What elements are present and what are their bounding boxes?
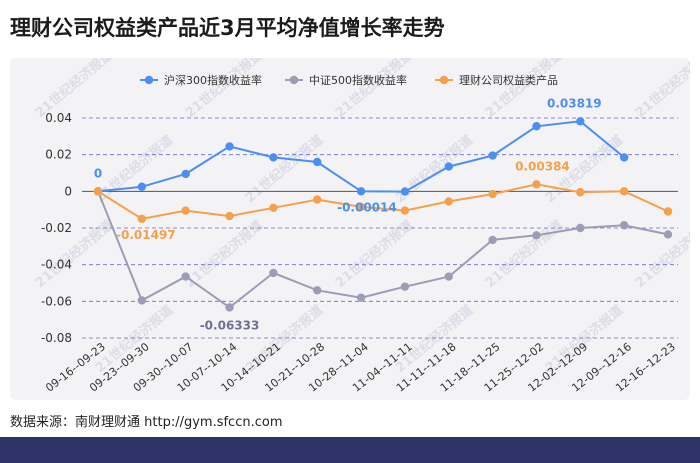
chart-panel: 21世纪经济报道 21世纪经济报道 21世纪经济报道 21世纪经济报道 21世纪经济报道… <box>10 58 690 400</box>
y-tick-label: -0.08 <box>41 331 72 345</box>
y-tick-label: 0.04 <box>45 111 72 125</box>
y-tick-label: -0.02 <box>41 221 72 235</box>
data-point <box>444 272 453 281</box>
data-label: 0.00384 <box>515 159 570 173</box>
data-label: -0.01497 <box>116 228 176 242</box>
data-point <box>356 202 366 212</box>
data-point <box>181 169 190 179</box>
data-label: 0 <box>94 166 102 180</box>
data-point <box>269 153 278 162</box>
data-point <box>532 231 541 240</box>
data-point <box>532 122 541 131</box>
source-note: 数据来源：南财理财通 http://gym.sfccn.com <box>10 415 283 430</box>
footer-bar <box>0 437 700 463</box>
legend-label: 理财公司权益类产品 <box>459 73 558 87</box>
watermark-text: 21世纪经济报道 <box>482 58 566 121</box>
data-point <box>488 189 497 199</box>
data-point <box>444 197 453 206</box>
data-point <box>137 214 147 223</box>
data-point <box>225 303 234 312</box>
y-tick-label: 0 <box>64 184 72 198</box>
series-points <box>93 117 673 312</box>
legend: 沪深300指数收益率 中证500指数收益率 理财公司权益类产品 <box>140 73 558 87</box>
data-point <box>356 293 366 302</box>
series-line-0 <box>97 120 625 193</box>
data-label: -0.06333 <box>200 318 260 332</box>
data-point <box>576 188 585 197</box>
data-point <box>663 230 673 239</box>
x-axis: 09-16--09-2309-23--09-3009-30--10-0710-0… <box>43 340 678 394</box>
data-point <box>619 153 629 162</box>
data-point <box>400 206 410 215</box>
data-point <box>225 142 234 151</box>
data-point <box>93 187 103 196</box>
series-line-1 <box>97 190 669 309</box>
data-point <box>137 182 147 191</box>
legend-label: 中证500指数收益率 <box>309 73 407 87</box>
data-point <box>532 180 541 189</box>
line-chart: 21世纪经济报道 21世纪经济报道 21世纪经济报道 21世纪经济报道 21世纪经济报道… <box>32 58 690 395</box>
watermark-text: 21世纪经济报道 <box>332 58 416 121</box>
y-tick-label: -0.06 <box>41 294 72 308</box>
data-point <box>488 235 497 245</box>
data-label: 0.03819 <box>547 96 602 110</box>
legend-marker <box>289 75 299 85</box>
legend-marker <box>144 75 154 85</box>
data-point <box>619 221 629 230</box>
data-point <box>400 187 410 196</box>
data-point <box>576 117 585 126</box>
data-label: -0.00014 <box>337 201 397 215</box>
data-point <box>444 162 453 171</box>
watermark-text: 21世纪经济报道 <box>242 132 326 206</box>
y-axis: 0.04 0.02 0 -0.02 -0.04 -0.06 -0.08 <box>41 111 72 345</box>
y-tick-label: 0.02 <box>45 148 72 162</box>
y-tick-label: -0.04 <box>41 258 72 272</box>
data-point <box>313 195 322 204</box>
data-point <box>488 151 497 160</box>
watermark-text: 21世纪经济报道 <box>182 58 266 121</box>
data-point <box>181 206 190 215</box>
data-labels: 0 -0.01497 -0.06333 -0.00014 0.00384 0.03819 <box>94 96 602 332</box>
data-point <box>313 286 322 295</box>
data-point <box>576 223 585 233</box>
legend-marker <box>439 75 449 85</box>
series-line-2 <box>97 183 669 220</box>
data-point <box>619 187 629 196</box>
data-point <box>269 268 278 278</box>
data-point <box>356 187 366 196</box>
legend-label: 沪深300指数收益率 <box>164 73 262 87</box>
data-point <box>137 296 147 305</box>
data-point <box>181 272 190 281</box>
watermark-text: 21世纪经济报道 <box>632 58 690 121</box>
data-point <box>269 203 278 213</box>
page-title: 理财公司权益类产品近3月平均净值增长率走势 <box>10 16 445 40</box>
data-point <box>400 282 410 291</box>
data-point <box>663 207 673 216</box>
data-point <box>313 157 322 167</box>
data-point <box>225 211 234 221</box>
